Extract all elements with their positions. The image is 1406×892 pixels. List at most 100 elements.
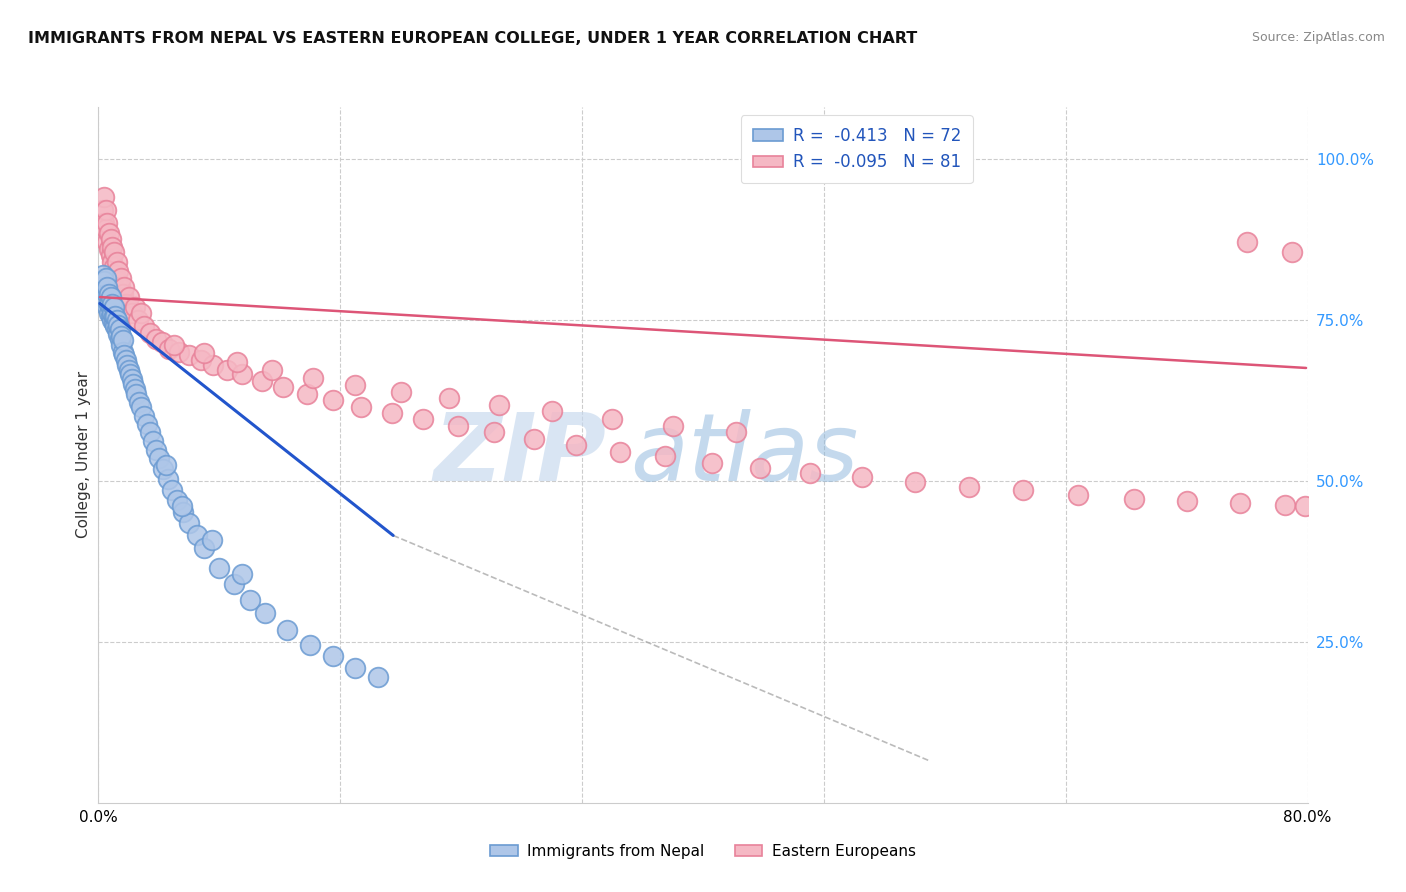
Point: [179, 348, 201, 362]
Text: ZIP: ZIP: [433, 409, 606, 501]
Point: [484, 425, 506, 440]
Point: [344, 660, 367, 674]
Point: [98, 306, 121, 320]
Point: [799, 466, 821, 480]
Point: [145, 442, 167, 457]
Point: [155, 458, 177, 472]
Point: [540, 404, 562, 418]
Point: [94, 203, 117, 218]
Point: [1281, 244, 1303, 259]
Point: [276, 623, 298, 637]
Point: [1067, 488, 1090, 502]
Point: [250, 374, 273, 388]
Point: [104, 319, 127, 334]
Point: [148, 451, 170, 466]
Point: [91, 203, 114, 218]
Text: Source: ZipAtlas.com: Source: ZipAtlas.com: [1251, 31, 1385, 45]
Y-axis label: College, Under 1 year: College, Under 1 year: [76, 371, 91, 539]
Point: [128, 395, 150, 409]
Point: [150, 335, 173, 350]
Point: [101, 312, 124, 326]
Point: [389, 384, 412, 399]
Point: [186, 528, 208, 542]
Point: [93, 286, 115, 301]
Point: [110, 338, 132, 352]
Point: [96, 300, 118, 314]
Point: [488, 398, 510, 412]
Point: [129, 400, 152, 414]
Point: [152, 462, 174, 476]
Point: [163, 338, 186, 352]
Point: [118, 363, 141, 377]
Point: [350, 400, 373, 414]
Point: [129, 306, 152, 320]
Point: [295, 386, 318, 401]
Point: [105, 274, 128, 288]
Point: [344, 378, 367, 392]
Point: [98, 242, 121, 256]
Point: [208, 560, 231, 574]
Point: [1274, 498, 1296, 512]
Point: [239, 592, 262, 607]
Point: [725, 425, 748, 440]
Point: [231, 368, 253, 382]
Point: [93, 216, 115, 230]
Point: [661, 419, 683, 434]
Point: [103, 260, 125, 274]
Point: [125, 386, 148, 401]
Point: [142, 434, 165, 448]
Point: [107, 264, 129, 278]
Point: [114, 352, 136, 367]
Point: [1012, 483, 1035, 498]
Point: [170, 500, 193, 514]
Point: [132, 409, 155, 424]
Point: [101, 254, 124, 268]
Point: [100, 248, 122, 262]
Point: [103, 300, 125, 314]
Point: [322, 648, 344, 663]
Point: [101, 240, 124, 254]
Point: [523, 432, 546, 446]
Point: [94, 293, 117, 308]
Point: [94, 270, 117, 285]
Point: [105, 254, 128, 268]
Point: [322, 392, 344, 407]
Point: [115, 358, 138, 372]
Point: [167, 344, 190, 359]
Point: [93, 190, 115, 204]
Point: [121, 306, 143, 320]
Point: [132, 319, 155, 334]
Point: [299, 638, 322, 652]
Point: [193, 541, 215, 556]
Point: [93, 274, 115, 288]
Point: [103, 316, 125, 330]
Legend: Immigrants from Nepal, Eastern Europeans: Immigrants from Nepal, Eastern Europeans: [484, 838, 922, 864]
Point: [104, 310, 127, 324]
Point: [112, 280, 135, 294]
Point: [302, 370, 325, 384]
Point: [700, 456, 723, 470]
Point: [114, 296, 136, 310]
Point: [1229, 496, 1251, 510]
Point: [1175, 494, 1198, 508]
Point: [201, 533, 224, 547]
Point: [135, 417, 157, 431]
Point: [172, 505, 194, 519]
Point: [111, 286, 134, 301]
Point: [224, 576, 246, 591]
Point: [110, 328, 132, 343]
Point: [271, 380, 294, 394]
Point: [98, 296, 121, 310]
Point: [96, 235, 118, 250]
Point: [565, 438, 588, 452]
Point: [108, 321, 131, 335]
Point: [105, 322, 128, 336]
Point: [749, 460, 772, 475]
Point: [1294, 500, 1316, 514]
Point: [193, 346, 215, 360]
Point: [602, 412, 624, 426]
Point: [202, 358, 225, 372]
Point: [139, 326, 162, 340]
Point: [1236, 235, 1258, 250]
Point: [156, 472, 179, 486]
